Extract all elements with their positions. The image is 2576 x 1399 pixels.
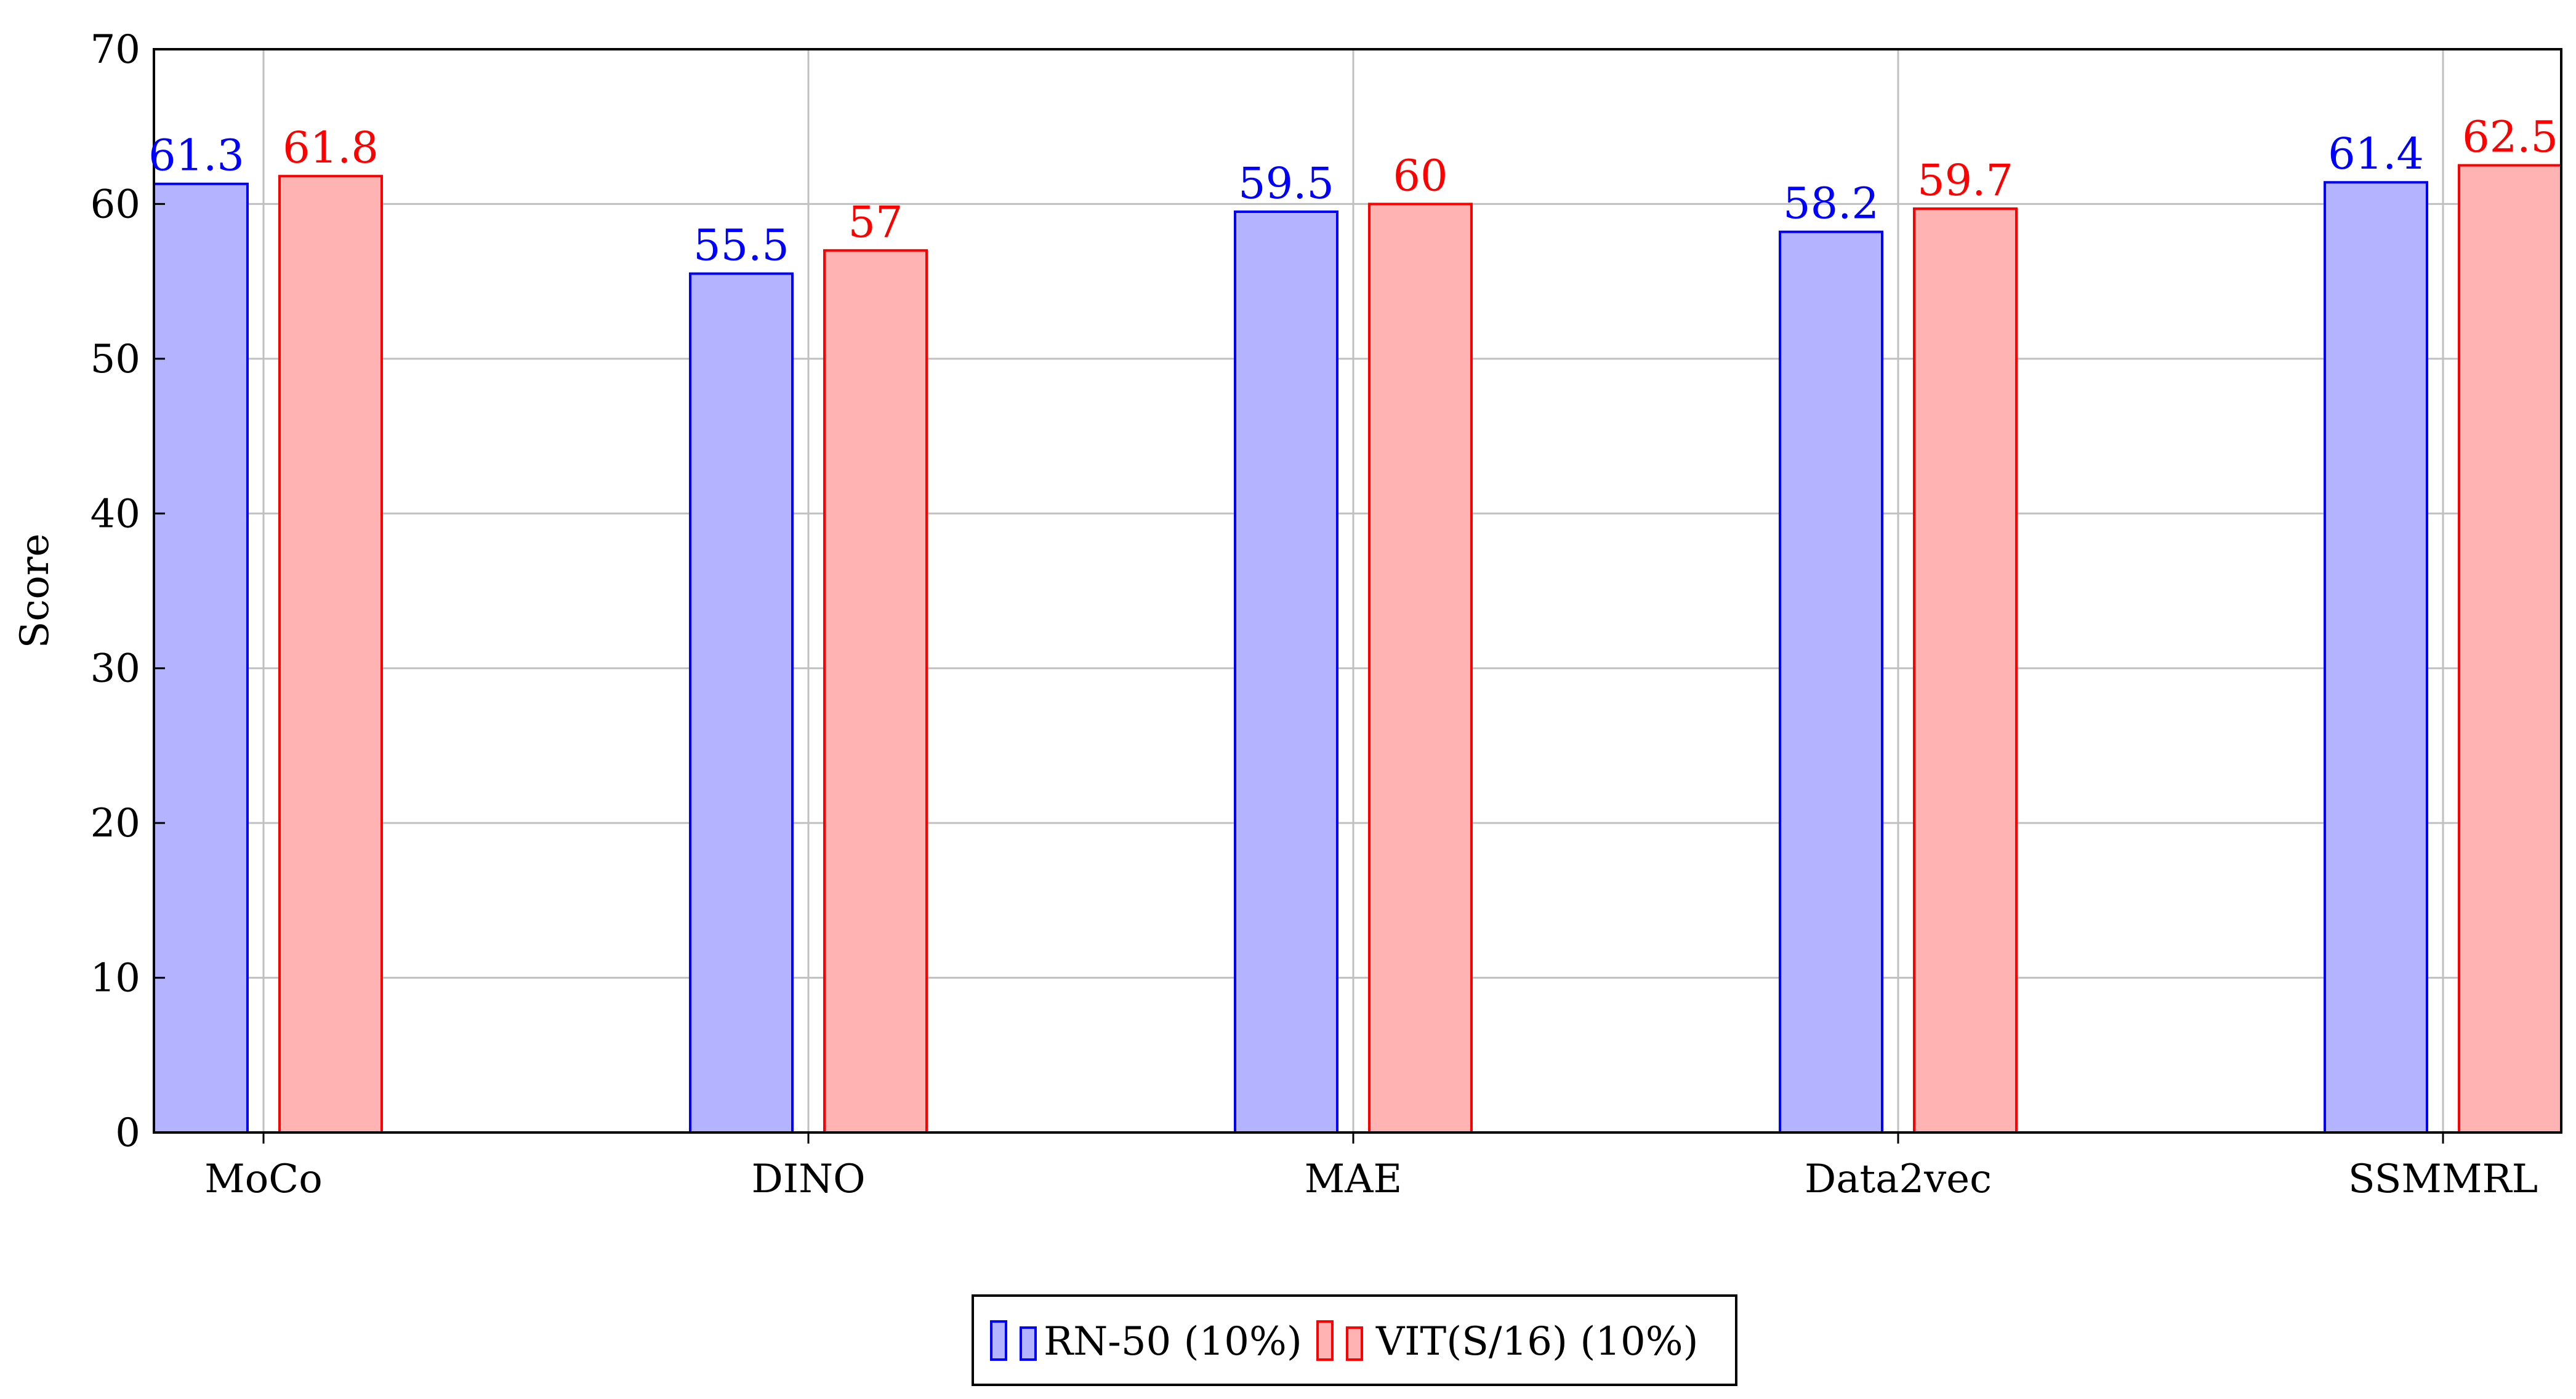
bar-series-2 bbox=[1913, 207, 2018, 1134]
data-label: 58.2 bbox=[1783, 178, 1879, 229]
y-tick-label: 70 bbox=[91, 27, 140, 73]
x-tick-label: Data2vec bbox=[1805, 1156, 1992, 1202]
data-label: 60 bbox=[1393, 150, 1447, 201]
data-label: 61.8 bbox=[283, 122, 379, 173]
x-tick-label: MAE bbox=[1305, 1156, 1402, 1202]
legend-swatch bbox=[990, 1320, 1007, 1361]
data-label: 59.5 bbox=[1238, 158, 1334, 209]
data-label: 57 bbox=[848, 197, 903, 247]
bar-series-1 bbox=[153, 182, 249, 1134]
bar-series-1 bbox=[1234, 210, 1338, 1134]
y-tick-label: 40 bbox=[91, 491, 140, 537]
plot-frame bbox=[153, 48, 2562, 1134]
bar-series-2 bbox=[2458, 164, 2562, 1134]
grid-lines bbox=[154, 48, 2561, 1134]
data-label: 55.5 bbox=[693, 220, 789, 271]
data-label: 62.5 bbox=[2462, 112, 2558, 162]
legend-swatch bbox=[1020, 1326, 1037, 1361]
y-tick-label: 30 bbox=[91, 646, 140, 692]
axis-ticks: 0 10 20 30 40 50 60 70 MoCo DINO MAE Data2vec SSMMRL bbox=[91, 27, 2538, 1202]
y-tick-label: 20 bbox=[91, 801, 140, 846]
y-tick-label: 10 bbox=[91, 956, 140, 1001]
data-label: 59.7 bbox=[1917, 155, 2013, 206]
x-tick-label: MoCo bbox=[204, 1156, 323, 1202]
y-tick-label: 60 bbox=[91, 182, 140, 227]
legend-swatch bbox=[1346, 1326, 1363, 1361]
bars bbox=[153, 164, 2562, 1134]
legend-label: VIT(S/16) (10%) bbox=[1375, 1319, 1699, 1365]
data-label: 61.4 bbox=[2328, 129, 2424, 179]
legend: RN-50 (10%) VIT(S/16) (10%) bbox=[972, 1294, 1737, 1386]
bar-series-2 bbox=[823, 249, 928, 1134]
y-tick-label: 50 bbox=[91, 337, 140, 382]
bar-series-1 bbox=[689, 272, 794, 1134]
bar-series-1 bbox=[1779, 230, 1883, 1134]
y-tick-label: 0 bbox=[115, 1110, 140, 1156]
bar-series-2 bbox=[278, 175, 383, 1134]
legend-swatch bbox=[1316, 1320, 1334, 1361]
x-tick-label: SSMMRL bbox=[2348, 1156, 2538, 1202]
data-labels: 61.3 55.5 59.5 58.2 61.4 61.8 57 60 59.7 62.5 bbox=[148, 112, 2558, 271]
data-label: 61.3 bbox=[148, 130, 244, 181]
bar-series-1 bbox=[2324, 181, 2428, 1134]
bar-series-2 bbox=[1368, 202, 1473, 1134]
legend-label: RN-50 (10%) bbox=[1044, 1319, 1302, 1365]
y-axis-title: Score bbox=[12, 534, 58, 649]
x-tick-label: DINO bbox=[751, 1156, 865, 1202]
